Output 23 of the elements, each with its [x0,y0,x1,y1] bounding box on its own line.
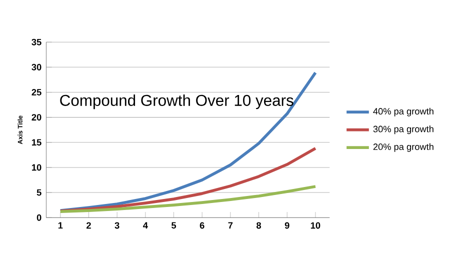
line-series [58,185,317,214]
y-tick-label: 0 [36,214,42,222]
x-tick-label: 6 [200,222,204,229]
y-tick-label: 15 [32,139,42,146]
x-tick-label: 5 [172,222,176,229]
x-tick-label: 10 [310,222,320,229]
x-tick-label: 2 [86,222,91,229]
y-tick-label: 25 [32,89,42,96]
y-tick-label: 10 [32,164,42,171]
legend-label: 40% pa growth [373,108,434,117]
x-tick-label: 4 [143,222,148,229]
y-tick-label: 30 [32,64,42,71]
x-tick-label: 9 [284,222,290,229]
legend-label: 20% pa growth [373,143,434,152]
y-tick-label: 35 [32,39,42,46]
x-tick-label: 1 [58,222,63,229]
y-tick-label: 5 [36,190,42,196]
x-tick-label: 7 [228,222,233,229]
y-tick-label: 20 [32,114,42,121]
x-tick-label: 3 [114,222,120,229]
text: Compound Growth Over 10 years [60,94,294,110]
x-tick-label: 8 [256,222,262,229]
legend-label: 30% pa growth [373,126,434,134]
